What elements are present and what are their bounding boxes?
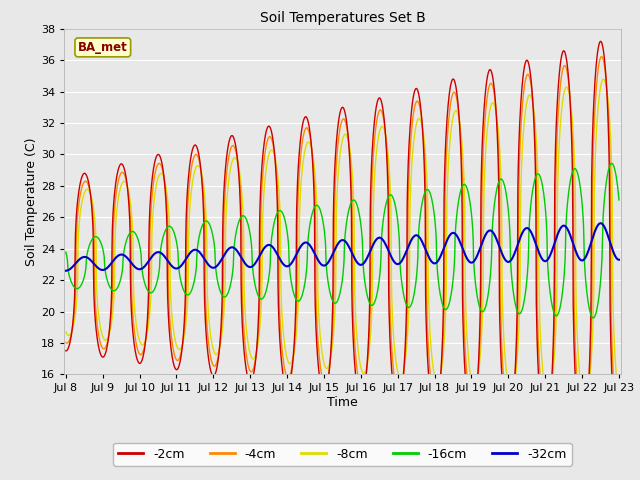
-8cm xyxy=(308,147,316,153)
-2cm xyxy=(62,348,70,354)
-4cm xyxy=(308,148,316,154)
-4cm xyxy=(297,154,305,160)
-4cm xyxy=(127,238,135,244)
-16cm xyxy=(608,160,616,166)
-32cm xyxy=(62,268,70,274)
-32cm xyxy=(297,244,305,250)
-8cm xyxy=(377,125,385,131)
Line: -2cm: -2cm xyxy=(66,41,619,445)
-4cm xyxy=(62,340,70,346)
-2cm xyxy=(308,150,316,156)
-16cm xyxy=(377,263,385,268)
Text: BA_met: BA_met xyxy=(78,41,127,54)
Title: Soil Temperatures Set B: Soil Temperatures Set B xyxy=(260,11,425,25)
-32cm xyxy=(596,220,604,226)
X-axis label: Time: Time xyxy=(327,396,358,409)
-32cm xyxy=(105,264,113,269)
-8cm xyxy=(581,398,589,404)
-2cm xyxy=(105,334,113,340)
-16cm xyxy=(127,229,135,235)
-4cm xyxy=(105,333,113,339)
Y-axis label: Soil Temperature (C): Soil Temperature (C) xyxy=(25,137,38,266)
-8cm xyxy=(127,206,135,212)
-32cm xyxy=(615,257,623,263)
-16cm xyxy=(318,213,326,219)
-4cm xyxy=(615,426,623,432)
-32cm xyxy=(377,235,385,241)
-2cm xyxy=(615,442,623,448)
-2cm xyxy=(596,38,604,44)
-8cm xyxy=(615,396,623,401)
-4cm xyxy=(598,54,605,60)
Line: -32cm: -32cm xyxy=(66,223,619,271)
Line: -8cm: -8cm xyxy=(66,79,619,401)
-4cm xyxy=(377,107,385,113)
-2cm xyxy=(318,388,326,394)
-2cm xyxy=(297,136,305,142)
-8cm xyxy=(105,333,113,339)
-2cm xyxy=(127,303,135,309)
Line: -4cm: -4cm xyxy=(66,57,619,429)
-32cm xyxy=(308,246,316,252)
-8cm xyxy=(600,76,607,82)
-32cm xyxy=(318,262,326,268)
Legend: -2cm, -4cm, -8cm, -16cm, -32cm: -2cm, -4cm, -8cm, -16cm, -32cm xyxy=(113,443,572,466)
-8cm xyxy=(297,189,305,194)
-16cm xyxy=(62,249,70,255)
-8cm xyxy=(318,349,326,355)
Line: -16cm: -16cm xyxy=(66,163,619,318)
-32cm xyxy=(127,260,135,265)
-16cm xyxy=(105,281,113,287)
-2cm xyxy=(377,96,385,102)
-16cm xyxy=(297,296,305,302)
-16cm xyxy=(308,212,316,217)
-16cm xyxy=(615,197,623,203)
-4cm xyxy=(318,373,326,379)
-16cm xyxy=(589,315,597,321)
-8cm xyxy=(62,329,70,335)
